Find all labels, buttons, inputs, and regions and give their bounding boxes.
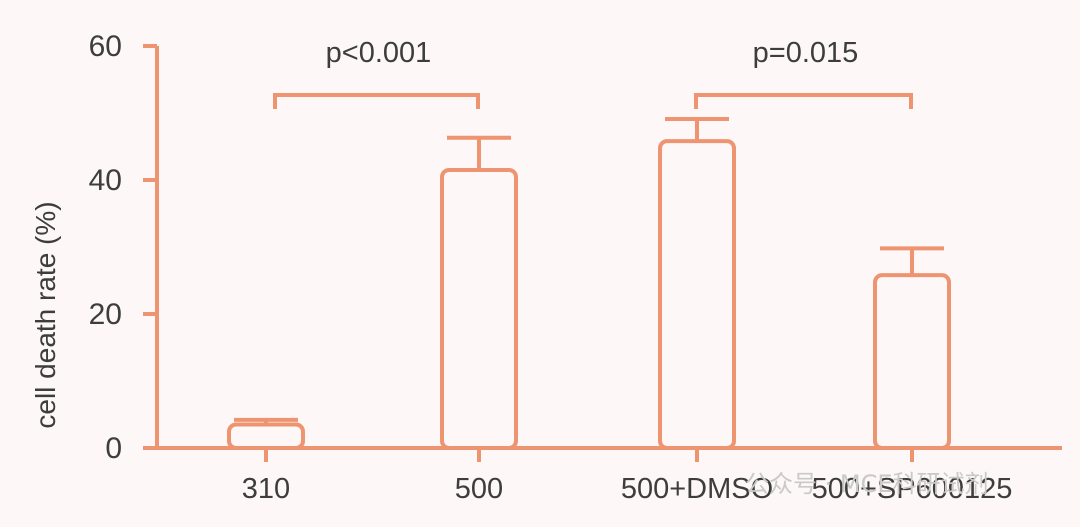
axes [143, 44, 1062, 462]
y-axis-title: cell death rate (%) [30, 201, 61, 428]
x-category-label: 500+DMSO [621, 473, 773, 505]
y-tick-label: 40 [89, 164, 122, 197]
x-category-label: 500 [455, 473, 503, 505]
watermark-text: 公众号 · MCE科研试剂 [745, 470, 989, 498]
y-tick-label: 60 [89, 30, 122, 63]
y-tick-label: 0 [105, 432, 122, 465]
labels-layer: 0 20 40 60 310 500 500+DMSO 500+SP600125 p<0.001… [89, 30, 1013, 505]
bar [227, 422, 305, 450]
significance-label: p<0.001 [326, 37, 432, 69]
y-tick-label: 20 [89, 298, 122, 331]
x-category-label: 310 [242, 473, 290, 505]
significance-bracket [694, 93, 913, 109]
significance-bracket [273, 93, 480, 109]
bar [873, 273, 951, 451]
x-category-label: 500+SP600125 [812, 473, 1013, 505]
significance-label: p=0.015 [753, 37, 859, 69]
bar [658, 139, 736, 450]
bars-layer [227, 93, 951, 451]
bar [440, 167, 518, 450]
